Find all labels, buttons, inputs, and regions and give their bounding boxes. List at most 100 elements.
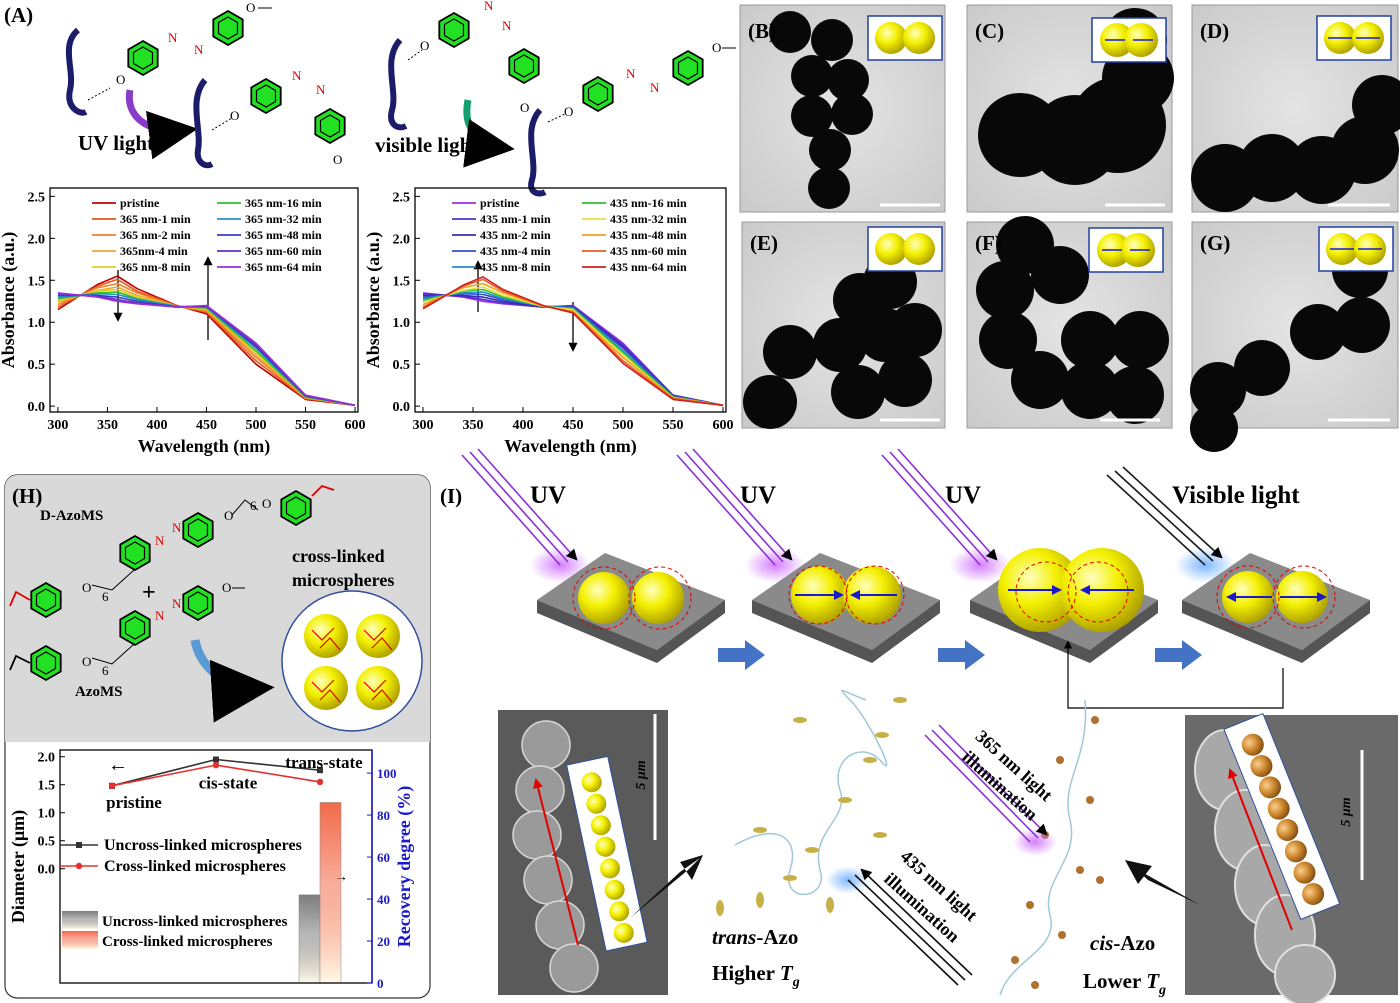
atom: N bbox=[194, 42, 204, 57]
atom: N bbox=[502, 18, 512, 33]
subscript: 6 bbox=[250, 498, 257, 513]
atom: O bbox=[230, 108, 239, 123]
x-tick-label: 300 bbox=[413, 418, 434, 433]
x-tick-label: 550 bbox=[663, 418, 684, 433]
atom: O bbox=[116, 72, 125, 87]
text-part: g bbox=[792, 975, 800, 990]
text-part: -Azo bbox=[1113, 931, 1155, 955]
sem-right: 5 μm bbox=[1125, 713, 1398, 1003]
legend-swatch bbox=[62, 931, 98, 949]
ring bbox=[212, 10, 244, 46]
x-tick-label: 400 bbox=[513, 418, 534, 433]
bar bbox=[298, 894, 321, 984]
inset bbox=[1319, 227, 1393, 271]
x-tick-label: 350 bbox=[463, 418, 484, 433]
legend-label: 365 nm-32 min bbox=[245, 212, 322, 226]
pointer bbox=[630, 855, 703, 918]
state-label: cis-Azo bbox=[1090, 931, 1155, 955]
scheme-a: (A) O N N O UV light O N N O O N N O vis… bbox=[4, 0, 736, 197]
ring bbox=[127, 40, 159, 76]
legend-label: Uncross-linked microspheres bbox=[102, 914, 288, 930]
particle bbox=[976, 261, 1034, 319]
particle bbox=[743, 375, 797, 429]
light-label: UV bbox=[530, 482, 566, 509]
legend-marker bbox=[76, 842, 82, 848]
legend-label: 435 nm-2 min bbox=[480, 228, 551, 242]
outline bbox=[1216, 565, 1280, 629]
beam bbox=[1106, 466, 1221, 565]
microsphere-circle bbox=[281, 590, 423, 732]
bond bbox=[407, 49, 423, 61]
text-part: cis bbox=[1090, 931, 1113, 955]
beam bbox=[881, 448, 996, 565]
legend-label: 435 nm-60 min bbox=[610, 244, 687, 258]
y-axis-label: Diameter (μm) bbox=[8, 810, 29, 923]
atom: N bbox=[155, 608, 165, 623]
feedback-line bbox=[1063, 640, 1284, 709]
particle bbox=[1011, 351, 1069, 409]
bond bbox=[91, 569, 135, 591]
inset bbox=[868, 16, 942, 60]
legend-label: Cross-linked microspheres bbox=[102, 934, 273, 950]
polymer bbox=[65, 27, 88, 116]
y-tick-label: 0.0 bbox=[38, 863, 56, 878]
panel-label: (G) bbox=[1200, 231, 1230, 255]
y-axis-label: Absorbance (a.u.) bbox=[0, 232, 19, 369]
illumination: 365 nm light illumination 435 nm light i… bbox=[826, 724, 1057, 986]
legend-label: 435 nm-1 min bbox=[480, 212, 551, 226]
particle bbox=[1334, 297, 1390, 353]
chart: 300 350 400 450 500 550 600 0.0 0.5 1.0 1.5 2.0 2.5 W… bbox=[0, 187, 366, 457]
panel-label: (A) bbox=[4, 3, 33, 27]
arrow-glyph: ← bbox=[108, 754, 128, 776]
particle bbox=[888, 303, 942, 357]
particle bbox=[763, 325, 817, 379]
particle bbox=[769, 11, 811, 53]
marker bbox=[212, 761, 220, 769]
legend-label: 435 nm-8 min bbox=[480, 260, 551, 274]
marker bbox=[108, 782, 116, 790]
ring bbox=[250, 78, 282, 114]
vinyl bbox=[311, 484, 335, 497]
y-tick-label: 0.0 bbox=[28, 400, 46, 415]
x-tick-label: 550 bbox=[295, 418, 316, 433]
polymer bbox=[388, 37, 408, 131]
y-tick-label: 2.0 bbox=[38, 751, 56, 766]
ring bbox=[280, 490, 312, 526]
scheme-label: cross-linked bbox=[292, 546, 385, 566]
sphere bbox=[632, 572, 684, 624]
inset bbox=[1092, 18, 1166, 62]
platform-side bbox=[537, 600, 725, 663]
molecule-label: D-AzoMS bbox=[40, 508, 103, 524]
curved-arrow bbox=[463, 99, 515, 168]
stages bbox=[537, 548, 1370, 709]
category-label: pristine bbox=[106, 793, 162, 812]
subscript: 6 bbox=[102, 589, 109, 604]
atom: O bbox=[420, 38, 429, 53]
outline bbox=[1067, 561, 1129, 623]
atom: O bbox=[520, 100, 529, 115]
atom: O bbox=[333, 152, 342, 167]
series-line bbox=[57, 292, 356, 407]
scheme-label: microspheres bbox=[292, 570, 394, 590]
polymer-chain bbox=[734, 689, 888, 896]
atom: O bbox=[82, 580, 91, 595]
x-tick-label: 600 bbox=[713, 418, 734, 433]
platform bbox=[537, 553, 725, 650]
beam bbox=[461, 448, 576, 565]
legend-label: 365 nm-60 min bbox=[245, 244, 322, 258]
y-axis-label: Absorbance (a.u.) bbox=[363, 232, 384, 369]
ring bbox=[119, 610, 151, 646]
particle bbox=[809, 129, 851, 171]
scale-label: 5 μm bbox=[1339, 797, 1354, 826]
outline bbox=[1015, 561, 1077, 623]
scheme-label: visible light bbox=[375, 133, 478, 157]
y-tick-label: 1.5 bbox=[393, 274, 411, 289]
y-tick-label: 0.5 bbox=[38, 835, 56, 850]
y-tick-label: 0.0 bbox=[393, 400, 411, 415]
chart: 300 350 400 450 500 550 600 0.0 0.5 1.0 1.5 2.0 2.5 W… bbox=[363, 187, 734, 457]
y-tick-label: 1.0 bbox=[393, 316, 411, 331]
y-tick-label: 2.5 bbox=[28, 190, 46, 205]
curved-arrow bbox=[190, 638, 275, 723]
polymer bbox=[528, 107, 547, 197]
